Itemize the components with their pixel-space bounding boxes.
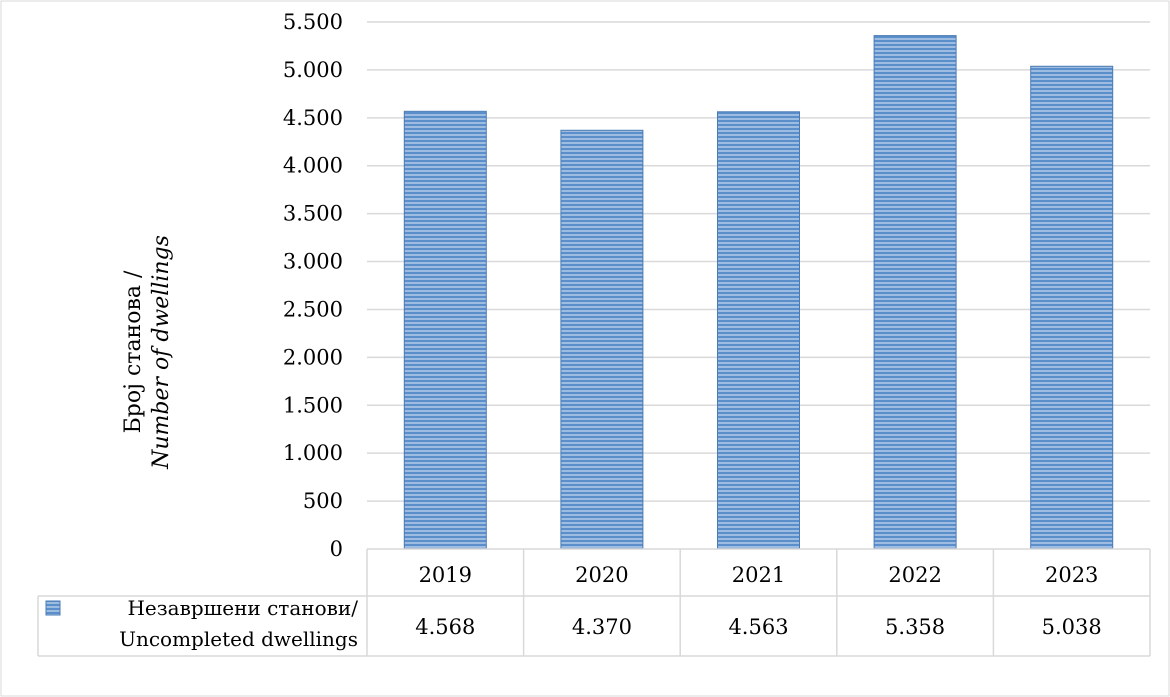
y-axis-label-line1: Број станова / [121, 270, 146, 433]
x-tick-label: 2023 [1045, 563, 1098, 587]
data-label: 5.358 [885, 615, 945, 639]
y-tick-label: 1.500 [283, 393, 343, 417]
y-tick-label: 2.500 [283, 297, 343, 321]
y-tick-label: 500 [303, 489, 343, 513]
bars [403, 35, 1114, 550]
bar-2020 [560, 129, 644, 550]
y-axis-label-line2: Number of dwellings [149, 235, 174, 470]
bar-2023 [1030, 65, 1114, 550]
legend-swatch [45, 600, 61, 616]
y-axis-ticks: 0 500 1.000 1.500 2.000 2.500 3.000 3.500 4.000 4… [283, 10, 343, 561]
y-tick-label: 1.000 [283, 441, 343, 465]
data-label: 4.563 [728, 615, 788, 639]
x-tick-label: 2019 [419, 563, 472, 587]
data-label: 4.370 [572, 615, 632, 639]
data-label: 4.568 [415, 615, 475, 639]
legend-label-line1: Незавршени станови/ [127, 596, 358, 620]
y-tick-label: 3.500 [283, 202, 343, 226]
y-tick-label: 5.000 [283, 58, 343, 82]
x-tick-label: 2022 [888, 563, 941, 587]
bar-2022 [873, 35, 957, 550]
bar-2021 [717, 111, 800, 550]
y-tick-label: 5.500 [283, 10, 343, 34]
y-tick-label: 4.000 [283, 154, 343, 178]
y-tick-label: 3.000 [283, 250, 343, 274]
y-tick-label: 4.500 [283, 106, 343, 130]
data-table: 2019 4.568 2020 4.370 2021 4.563 2022 5.358 2023… [37, 548, 1151, 657]
y-tick-label: 2.000 [283, 345, 343, 369]
bar-2019 [403, 110, 487, 550]
legend-label-line2: Uncompleted dwellings [119, 627, 358, 651]
y-tick-label: 0 [330, 537, 343, 561]
data-label: 5.038 [1042, 615, 1102, 639]
x-tick-label: 2020 [575, 563, 628, 587]
x-tick-label: 2021 [732, 563, 785, 587]
